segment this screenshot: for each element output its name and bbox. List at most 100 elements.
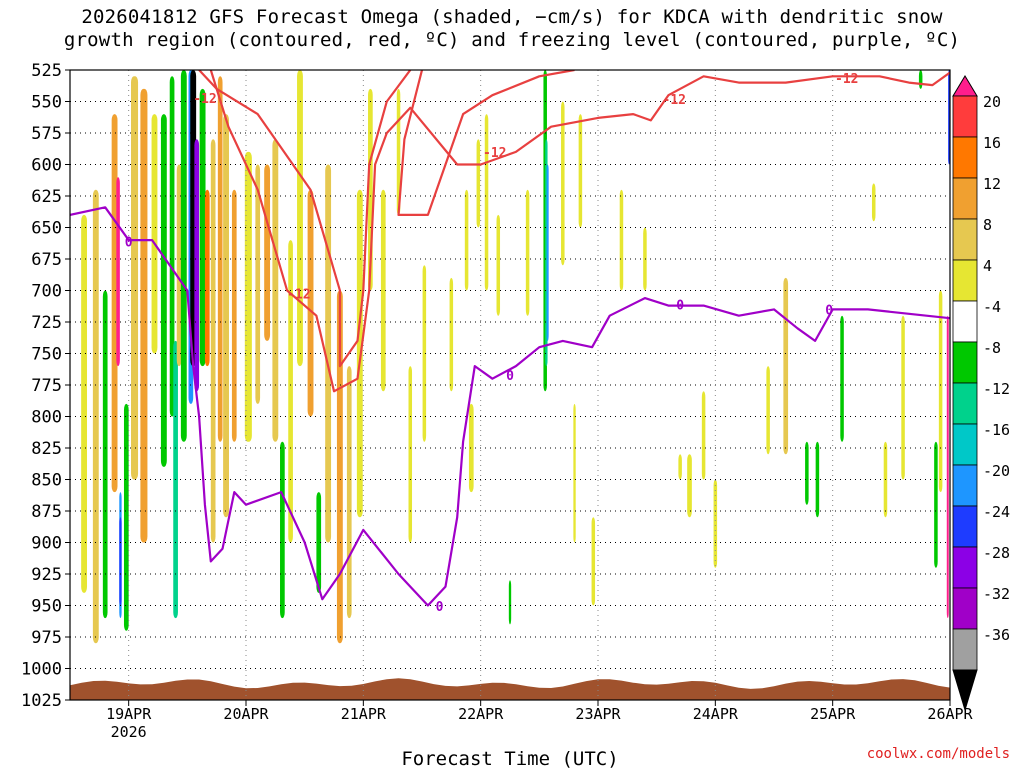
omega-cell bbox=[573, 403, 576, 543]
omega-cell bbox=[901, 315, 905, 480]
purple-contour-label: 0 bbox=[125, 236, 133, 251]
omega-cell bbox=[766, 366, 770, 455]
colorbar-swatch bbox=[952, 136, 978, 179]
colorbar-swatch bbox=[952, 505, 978, 548]
omega-cell bbox=[180, 70, 187, 442]
omega-cell bbox=[687, 454, 692, 518]
y-tick-label: 550 bbox=[31, 93, 62, 113]
omega-cell bbox=[346, 366, 352, 619]
colorbar-swatch bbox=[952, 464, 978, 507]
colorbar-label: -24 bbox=[983, 503, 1010, 521]
dgz-contour-red bbox=[209, 70, 950, 393]
red-contour-label: -12 bbox=[287, 287, 310, 302]
omega-cell bbox=[111, 114, 118, 493]
red-contour-label: -12 bbox=[835, 72, 858, 87]
y-tick-label: 900 bbox=[31, 534, 62, 554]
omega-cell bbox=[946, 315, 949, 619]
credit-link[interactable]: coolwx.com/models bbox=[866, 746, 1010, 762]
omega-cell bbox=[713, 479, 718, 568]
x-axis: 19APR 20APR 21APR 22APR 23APR 24APR 25APR 26APR… bbox=[106, 700, 974, 741]
colorbar-label: -28 bbox=[983, 544, 1010, 562]
colorbar-swatch bbox=[952, 341, 978, 384]
y-tick-label: 700 bbox=[31, 282, 62, 302]
colorbar-label: -4 bbox=[983, 298, 1001, 316]
dgz-contour-red bbox=[397, 70, 575, 216]
colorbar: 20 16 12 8 4 -4 -8 -12 -16 -20 -24 -28 -32 -36 bbox=[952, 75, 1010, 712]
omega-cell bbox=[464, 189, 469, 291]
y-tick-label: 950 bbox=[31, 597, 62, 617]
omega-cell bbox=[204, 189, 210, 367]
y-tick-label: 1000 bbox=[21, 660, 62, 680]
omega-cell bbox=[151, 114, 158, 354]
omega-cell bbox=[934, 441, 938, 568]
red-contour-label: -12 bbox=[483, 146, 506, 161]
omega-cell bbox=[783, 277, 789, 455]
y-tick-label: 675 bbox=[31, 250, 62, 270]
omega-cell bbox=[643, 227, 647, 291]
colorbar-swatch bbox=[952, 382, 978, 425]
omega-cell bbox=[123, 403, 129, 631]
omega-cell bbox=[140, 88, 148, 543]
omega-shading bbox=[81, 70, 950, 644]
omega-cell bbox=[316, 492, 322, 593]
x-tick-label: 24APR bbox=[693, 705, 739, 723]
omega-cell bbox=[199, 88, 206, 367]
freezing-level-contour bbox=[70, 206, 950, 607]
omega-cell bbox=[840, 315, 844, 442]
omega-cell bbox=[805, 441, 809, 505]
x-tick-label: 20APR bbox=[223, 705, 269, 723]
chart-title: 2026041812 GFS Forecast Omega (shaded, −… bbox=[0, 6, 1024, 52]
omega-cell bbox=[288, 240, 293, 543]
y-tick-label: 875 bbox=[31, 502, 62, 522]
colorbar-label: 12 bbox=[983, 175, 1001, 193]
y-tick-label: 800 bbox=[31, 408, 62, 428]
omega-cell bbox=[336, 290, 343, 644]
omega-cell bbox=[701, 391, 706, 480]
colorbar-swatch bbox=[952, 587, 978, 630]
x-tick-label: 21APR bbox=[341, 705, 387, 723]
omega-cell bbox=[210, 139, 216, 543]
omega-cell bbox=[508, 580, 512, 625]
red-contour-label: -12 bbox=[193, 92, 216, 107]
omega-cell bbox=[619, 189, 624, 291]
y-tick-label: 925 bbox=[31, 565, 62, 585]
omega-cell bbox=[119, 517, 122, 606]
omega-cell bbox=[408, 366, 413, 543]
colorbar-label: 8 bbox=[983, 216, 992, 234]
dgz-contour-red bbox=[198, 70, 412, 368]
omega-cell bbox=[525, 189, 530, 316]
colorbar-swatch bbox=[952, 546, 978, 589]
purple-contour-label: 0 bbox=[506, 369, 514, 384]
colorbar-bottom-arrow bbox=[952, 669, 978, 712]
omega-cell bbox=[496, 214, 501, 316]
omega-cell bbox=[918, 70, 923, 89]
omega-cell bbox=[484, 114, 489, 291]
y-tick-label: 750 bbox=[31, 345, 62, 365]
x-tick-label: 23APR bbox=[575, 705, 621, 723]
y-tick-label: 525 bbox=[31, 61, 62, 81]
y-tick-label: 775 bbox=[31, 376, 62, 396]
omega-cell bbox=[307, 189, 314, 417]
omega-cell bbox=[102, 290, 108, 619]
x-tick-label: 22APR bbox=[458, 705, 504, 723]
colorbar-label: -36 bbox=[983, 626, 1010, 644]
colorbar-label: 20 bbox=[983, 93, 1001, 111]
omega-cell bbox=[678, 454, 682, 480]
chart-title-line1: 2026041812 GFS Forecast Omega (shaded, −… bbox=[81, 6, 943, 28]
omega-cell bbox=[938, 290, 943, 493]
colorbar-label: -16 bbox=[983, 421, 1010, 439]
colorbar-swatch bbox=[952, 423, 978, 466]
omega-cell bbox=[264, 164, 271, 341]
omega-cell bbox=[81, 214, 88, 593]
y-tick-label: 850 bbox=[31, 471, 62, 491]
omega-cell bbox=[815, 441, 820, 518]
omega-cell bbox=[176, 164, 182, 367]
contour-lines: -12 -12 -12 -12 -12 0 0 0 0 0 bbox=[70, 70, 950, 615]
omega-cell bbox=[194, 139, 200, 392]
colorbar-label: -12 bbox=[983, 380, 1010, 398]
x-year-label: 2026 bbox=[111, 723, 147, 741]
x-axis-title: Forecast Time (UTC) bbox=[401, 748, 618, 768]
omega-cell bbox=[255, 164, 261, 404]
x-tick-label: 25APR bbox=[810, 705, 856, 723]
